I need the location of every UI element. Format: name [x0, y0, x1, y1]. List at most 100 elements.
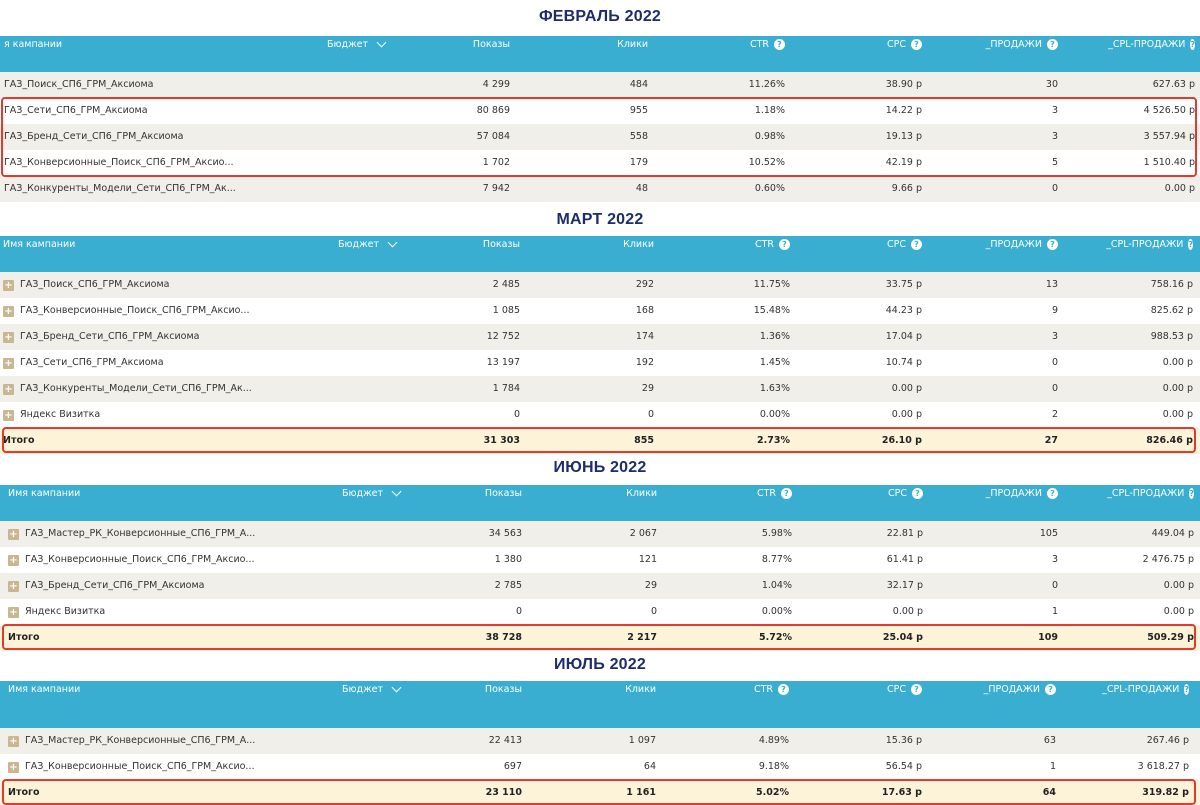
column-header-cpc[interactable]: CPC?: [840, 39, 922, 50]
budget-dropdown[interactable]: Бюджет: [342, 486, 402, 499]
column-header-shows[interactable]: Показы: [415, 684, 522, 695]
column-header-cpl[interactable]: _CPL-ПРОДАЖИ?: [1107, 488, 1194, 499]
table-row[interactable]: + ГАЗ_Конверсионные_Поиск_СП6_ГРМ_Аксио..…: [0, 298, 1200, 324]
expand-icon[interactable]: +: [8, 735, 19, 747]
table-row[interactable]: ГАЗ_Конверсионные_Поиск_СП6_ГРМ_Аксио...…: [0, 150, 1200, 176]
column-header-cpl[interactable]: _CPL-ПРОДАЖИ?: [1102, 684, 1189, 695]
help-icon[interactable]: ?: [1190, 39, 1195, 50]
help-icon[interactable]: ?: [911, 39, 922, 50]
column-header-cpc[interactable]: CPC?: [840, 488, 923, 499]
table-row[interactable]: + ГАЗ_Бренд_Сети_СП6_ГРМ_Аксиома 12 752 174…: [0, 324, 1200, 350]
help-icon[interactable]: ?: [911, 684, 922, 695]
total-row[interactable]: Итого 31 303 855 2.73% 26.10 р 27 826.46 р: [0, 428, 1200, 454]
cell-ctr: 11.75%: [753, 279, 790, 290]
help-icon[interactable]: ?: [912, 488, 923, 499]
column-header-campaign-name[interactable]: Имя кампании: [8, 684, 80, 695]
column-header-clicks[interactable]: Клики: [560, 39, 648, 50]
expand-icon[interactable]: +: [8, 528, 19, 540]
table-row[interactable]: ГАЗ_Сети_СП6_ГРМ_Аксиома 80 869 955 1.18% 14…: [0, 98, 1200, 124]
column-header-campaign-name[interactable]: я кампании: [4, 39, 62, 50]
campaign-name-cell: Итого: [8, 780, 352, 805]
table-row[interactable]: + ГАЗ_Поиск_СП6_ГРМ_Аксиома 2 485 292 11.75%…: [0, 272, 1200, 298]
campaign-name-cell: Итого: [8, 625, 352, 651]
table-row[interactable]: + ГАЗ_Конверсионные_Поиск_СП6_ГРМ_Аксио..…: [0, 547, 1200, 573]
campaign-name: ГАЗ_Бренд_Сети_СП6_ГРМ_Аксиома: [20, 331, 200, 342]
expand-icon[interactable]: +: [8, 761, 19, 773]
budget-dropdown[interactable]: Бюджет: [342, 682, 402, 695]
column-header-ctr[interactable]: CTR?: [700, 239, 790, 250]
expand-icon[interactable]: +: [3, 409, 14, 421]
column-header-clicks[interactable]: Клики: [570, 239, 654, 250]
help-icon[interactable]: ?: [1045, 684, 1056, 695]
campaign-name-cell: + ГАЗ_Бренд_Сети_СП6_ГРМ_Аксиома: [3, 324, 348, 350]
column-header-clicks[interactable]: Клики: [570, 684, 656, 695]
table-row[interactable]: + Яндекс Визитка 0 0 0.00% 0.00 р 2 0.00 р: [0, 402, 1200, 428]
column-header-sales[interactable]: _ПРОДАЖИ?: [980, 684, 1056, 695]
column-header-shows[interactable]: Показы: [410, 239, 520, 250]
help-icon[interactable]: ?: [1047, 39, 1058, 50]
cell-sales: 3: [1051, 331, 1058, 342]
cell-cpc: 56.54 р: [885, 761, 922, 772]
cell-sales: 27: [1044, 435, 1058, 446]
expand-icon[interactable]: +: [3, 357, 14, 369]
table-row[interactable]: + ГАЗ_Конверсионные_Поиск_СП6_ГРМ_Аксио..…: [0, 754, 1200, 780]
help-icon[interactable]: ?: [781, 488, 792, 499]
column-header-sales[interactable]: _ПРОДАЖИ?: [980, 39, 1058, 50]
column-header-ctr[interactable]: CTR?: [700, 39, 785, 50]
table-row[interactable]: + ГАЗ_Мастер_РК_Конверсионные_СП6_ГРМ_А..…: [0, 521, 1200, 547]
cell-cpc: 32.17 р: [886, 580, 923, 591]
table-row[interactable]: + ГАЗ_Бренд_Сети_СП6_ГРМ_Аксиома 2 785 29 1.…: [0, 573, 1200, 599]
table-row[interactable]: + ГАЗ_Конкуренты_Модели_Сети_СП6_ГРМ_Ак..…: [0, 376, 1200, 402]
column-header-sales[interactable]: _ПРОДАЖИ?: [980, 488, 1058, 499]
total-row[interactable]: Итого 23 110 1 161 5.02% 17.63 р 64 319.82 р: [0, 780, 1200, 805]
column-header-clicks[interactable]: Клики: [570, 488, 657, 499]
budget-dropdown[interactable]: Бюджет: [327, 37, 387, 50]
table-row[interactable]: + Яндекс Визитка 0 0 0.00% 0.00 р 1 0.00 р: [0, 599, 1200, 625]
expand-icon[interactable]: +: [3, 279, 14, 291]
section-title: ИЮЛЬ 2022: [554, 656, 646, 673]
help-icon[interactable]: ?: [1184, 684, 1189, 695]
column-header-sales[interactable]: _ПРОДАЖИ?: [980, 239, 1058, 250]
help-icon[interactable]: ?: [774, 39, 785, 50]
column-header-cpl[interactable]: _CPL-ПРОДАЖИ?: [1108, 39, 1195, 50]
cell-clicks: 1 161: [626, 787, 656, 798]
help-icon[interactable]: ?: [1047, 239, 1058, 250]
table-row[interactable]: ГАЗ_Конкуренты_Модели_Сети_СП6_ГРМ_Ак...…: [0, 176, 1200, 202]
column-header-ctr[interactable]: CTR?: [700, 684, 789, 695]
column-header-cpc[interactable]: CPC?: [840, 239, 922, 250]
cell-cpc: 10.74 р: [885, 357, 922, 368]
campaign-name: ГАЗ_Конверсионные_Поиск_СП6_ГРМ_Аксио...: [25, 761, 255, 772]
column-header-shows[interactable]: Показы: [400, 39, 510, 50]
expand-icon[interactable]: +: [8, 554, 19, 566]
expand-icon[interactable]: +: [8, 606, 19, 618]
cell-clicks: 2 217: [627, 632, 657, 643]
total-row[interactable]: Итого 38 728 2 217 5.72% 25.04 р 109 509.29 р: [0, 625, 1200, 651]
help-icon[interactable]: ?: [778, 684, 789, 695]
column-header-cpc[interactable]: CPC?: [840, 684, 922, 695]
expand-icon[interactable]: +: [8, 580, 19, 592]
table-row[interactable]: ГАЗ_Бренд_Сети_СП6_ГРМ_Аксиома 57 084 558 0…: [0, 124, 1200, 150]
column-header-label: Клики: [617, 39, 648, 50]
column-header-cpl[interactable]: _CPL-ПРОДАЖИ?: [1106, 239, 1193, 250]
table-row[interactable]: ГАЗ_Поиск_СП6_ГРМ_Аксиома 4 299 484 11.26% 3…: [0, 72, 1200, 98]
cell-sales: 3: [1051, 105, 1058, 116]
cell-cpl: 509.29 р: [1147, 632, 1194, 643]
table-row[interactable]: + ГАЗ_Мастер_РК_Конверсионные_СП6_ГРМ_А..…: [0, 728, 1200, 754]
column-header-campaign-name[interactable]: Имя кампании: [3, 239, 75, 250]
column-header-ctr[interactable]: CTR?: [700, 488, 792, 499]
expand-icon[interactable]: +: [3, 383, 14, 395]
help-icon[interactable]: ?: [1188, 239, 1193, 250]
expand-icon[interactable]: +: [3, 305, 14, 317]
table-row[interactable]: + ГАЗ_Сети_СП6_ГРМ_Аксиома 13 197 192 1.45% 1…: [0, 350, 1200, 376]
column-header-shows[interactable]: Показы: [415, 488, 522, 499]
column-header-campaign-name[interactable]: Имя кампании: [8, 488, 80, 499]
budget-dropdown[interactable]: Бюджет: [338, 237, 398, 250]
help-icon[interactable]: ?: [1189, 488, 1194, 499]
help-icon[interactable]: ?: [911, 239, 922, 250]
expand-icon[interactable]: +: [3, 331, 14, 343]
column-header-label: я кампании: [4, 39, 63, 50]
cell-shows: 4 299: [482, 79, 510, 90]
help-icon[interactable]: ?: [1047, 488, 1058, 499]
help-icon[interactable]: ?: [779, 239, 790, 250]
campaign-name: ГАЗ_Поиск_СП6_ГРМ_Аксиома: [4, 79, 154, 90]
